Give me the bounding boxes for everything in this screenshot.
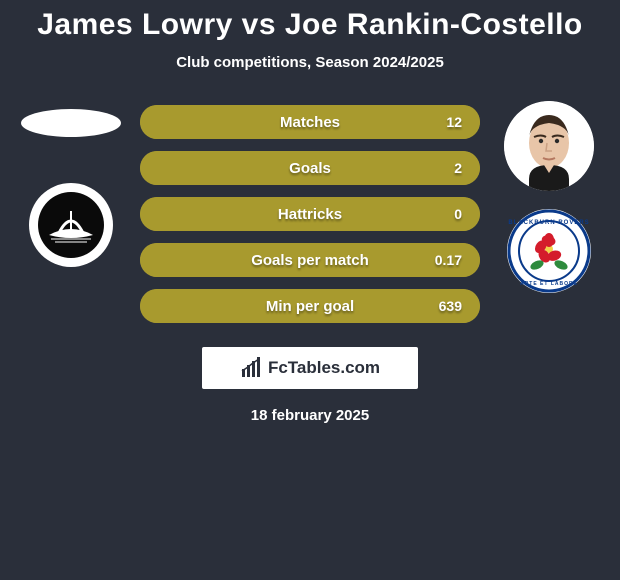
stat-label: Min per goal bbox=[266, 298, 354, 315]
club-crest-blackburn: BLACKBURN ROVERS ARTE ET LABORE bbox=[507, 209, 591, 293]
stat-label: Matches bbox=[280, 114, 340, 131]
stats-bars: Matches 12 Goals 2 Hattricks 0 Goals per… bbox=[140, 101, 480, 323]
svg-text:ARTE ET LABORE: ARTE ET LABORE bbox=[520, 281, 578, 287]
stat-value-right: 0 bbox=[454, 206, 462, 222]
brand-text: FcTables.com bbox=[268, 358, 380, 378]
club-crest-plymouth bbox=[29, 183, 113, 267]
player-face-icon bbox=[504, 101, 594, 191]
stat-bar-matches: Matches 12 bbox=[140, 105, 480, 139]
comparison-card: James Lowry vs Joe Rankin-Costello Club … bbox=[0, 0, 620, 424]
brand-box[interactable]: FcTables.com bbox=[202, 347, 418, 389]
player-avatar-left bbox=[21, 109, 121, 137]
stat-value-right: 12 bbox=[446, 114, 462, 130]
stat-value-right: 0.17 bbox=[435, 252, 462, 268]
page-title: James Lowry vs Joe Rankin-Costello bbox=[0, 8, 620, 42]
date-text: 18 february 2025 bbox=[0, 407, 620, 424]
svg-text:BLACKBURN ROVERS: BLACKBURN ROVERS bbox=[508, 220, 589, 226]
stat-label: Goals bbox=[289, 160, 331, 177]
right-column: BLACKBURN ROVERS ARTE ET LABORE bbox=[494, 101, 604, 293]
stat-value-right: 639 bbox=[439, 298, 462, 314]
content-row: Matches 12 Goals 2 Hattricks 0 Goals per… bbox=[0, 101, 620, 323]
stat-label: Hattricks bbox=[278, 206, 342, 223]
stat-bar-goals: Goals 2 bbox=[140, 151, 480, 185]
brand-chart-icon bbox=[240, 357, 262, 379]
player-avatar-right bbox=[504, 101, 594, 191]
stat-bar-hattricks: Hattricks 0 bbox=[140, 197, 480, 231]
stat-value-right: 2 bbox=[454, 160, 462, 176]
left-column bbox=[16, 101, 126, 267]
blackburn-crest-icon: BLACKBURN ROVERS ARTE ET LABORE bbox=[507, 209, 591, 293]
stat-label: Goals per match bbox=[251, 252, 369, 269]
stat-bar-goals-per-match: Goals per match 0.17 bbox=[140, 243, 480, 277]
stat-bar-min-per-goal: Min per goal 639 bbox=[140, 289, 480, 323]
plymouth-crest-icon bbox=[29, 183, 113, 267]
subtitle: Club competitions, Season 2024/2025 bbox=[0, 54, 620, 71]
